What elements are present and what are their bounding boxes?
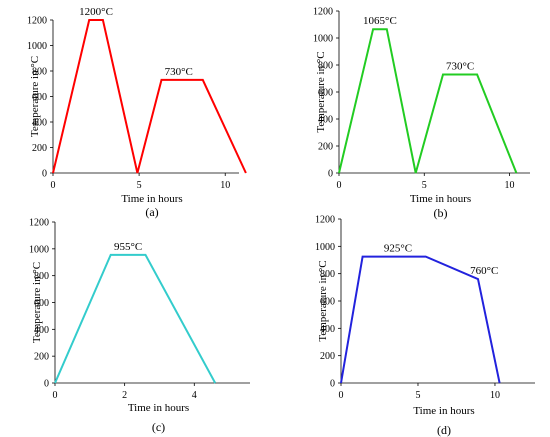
y-tick-label: 800 [32,67,47,78]
temperature-annotation: 730°C [446,60,474,72]
y-tick-label: 0 [328,169,333,180]
x-tick-label: 0 [53,390,58,401]
y-tick-label: 400 [320,324,335,335]
y-tick-label: 600 [34,298,49,309]
x-tick-label: 10 [505,180,515,191]
y-tick-label: 1000 [27,41,47,52]
y-tick-label: 1200 [315,215,335,226]
panel-caption: (b) [434,206,448,220]
x-tick-label: 10 [490,390,500,401]
x-tick-label: 0 [337,180,342,191]
x-tick-label: 5 [137,180,142,191]
temperature-annotation: 925°C [384,243,412,255]
y-tick-label: 200 [32,143,47,154]
y-tick-label: 0 [42,169,47,180]
panel-caption: (a) [145,205,158,219]
temperature-annotation: 730°C [165,66,193,78]
x-tick-label: 2 [122,390,127,401]
temperature-annotation: 760°C [470,265,498,277]
y-tick-label: 0 [330,379,335,390]
y-tick-label: 800 [318,61,333,72]
chart-panel-1: 0 200 400 600 800 1000 1200 0 5 10 1200°C 730°C Time… [27,6,247,219]
y-tick-label: 200 [34,352,49,363]
y-tick-label: 1000 [313,34,333,45]
x-tick-label: 5 [422,180,427,191]
x-tick-label: 4 [192,390,197,401]
y-tick-label: 800 [320,269,335,280]
temperature-annotation: 955°C [114,241,142,253]
x-axis-title: Time in hours [410,193,471,205]
y-tick-label: 1000 [315,242,335,253]
x-tick-label: 0 [339,390,344,401]
y-tick-label: 0 [44,379,49,390]
y-tick-label: 600 [320,297,335,308]
y-tick-label: 1000 [29,244,49,255]
x-axis-title: Time in hours [413,405,474,417]
panel-caption: (d) [437,423,451,437]
x-tick-label: 0 [51,180,56,191]
y-axis-title: Temperature in °C [31,262,43,343]
x-axis-title: Time in hours [128,402,189,414]
chart-panel-3: 0 200 400 600 800 1000 1200 0 2 4 955°C Time in hou… [29,218,250,434]
y-tick-label: 800 [34,271,49,282]
temperature-annotation: 1200°C [79,6,113,18]
temperature-annotation: 1065°C [363,15,397,27]
y-tick-label: 200 [320,351,335,362]
y-tick-label: 200 [318,142,333,153]
x-tick-label: 5 [415,390,420,401]
series-line [340,255,501,384]
y-tick-label: 400 [32,118,47,129]
chart-panel-2: 0 200 400 600 800 1000 1200 0 5 10 1065°C 730°C Time… [313,7,530,220]
panel-caption: (c) [152,420,165,434]
y-axis-title: Temperature in °C [317,260,329,341]
y-tick-label: 600 [32,92,47,103]
series-line [338,28,518,174]
y-tick-label: 400 [34,325,49,336]
y-tick-label: 400 [318,115,333,126]
chart-panel-4: 0 200 400 600 800 1000 1200 0 5 10 925°C 760°C Time … [315,215,535,437]
y-axis-title: Temperature in °C [315,51,327,132]
series-line [52,19,247,174]
y-tick-label: 1200 [27,16,47,27]
y-axis-title: Temperature in °C [29,56,41,137]
y-tick-label: 1200 [29,218,49,229]
series-line [54,253,217,384]
y-tick-label: 600 [318,88,333,99]
x-tick-label: 10 [220,180,230,191]
y-tick-label: 1200 [313,7,333,18]
x-axis-title: Time in hours [121,193,182,205]
